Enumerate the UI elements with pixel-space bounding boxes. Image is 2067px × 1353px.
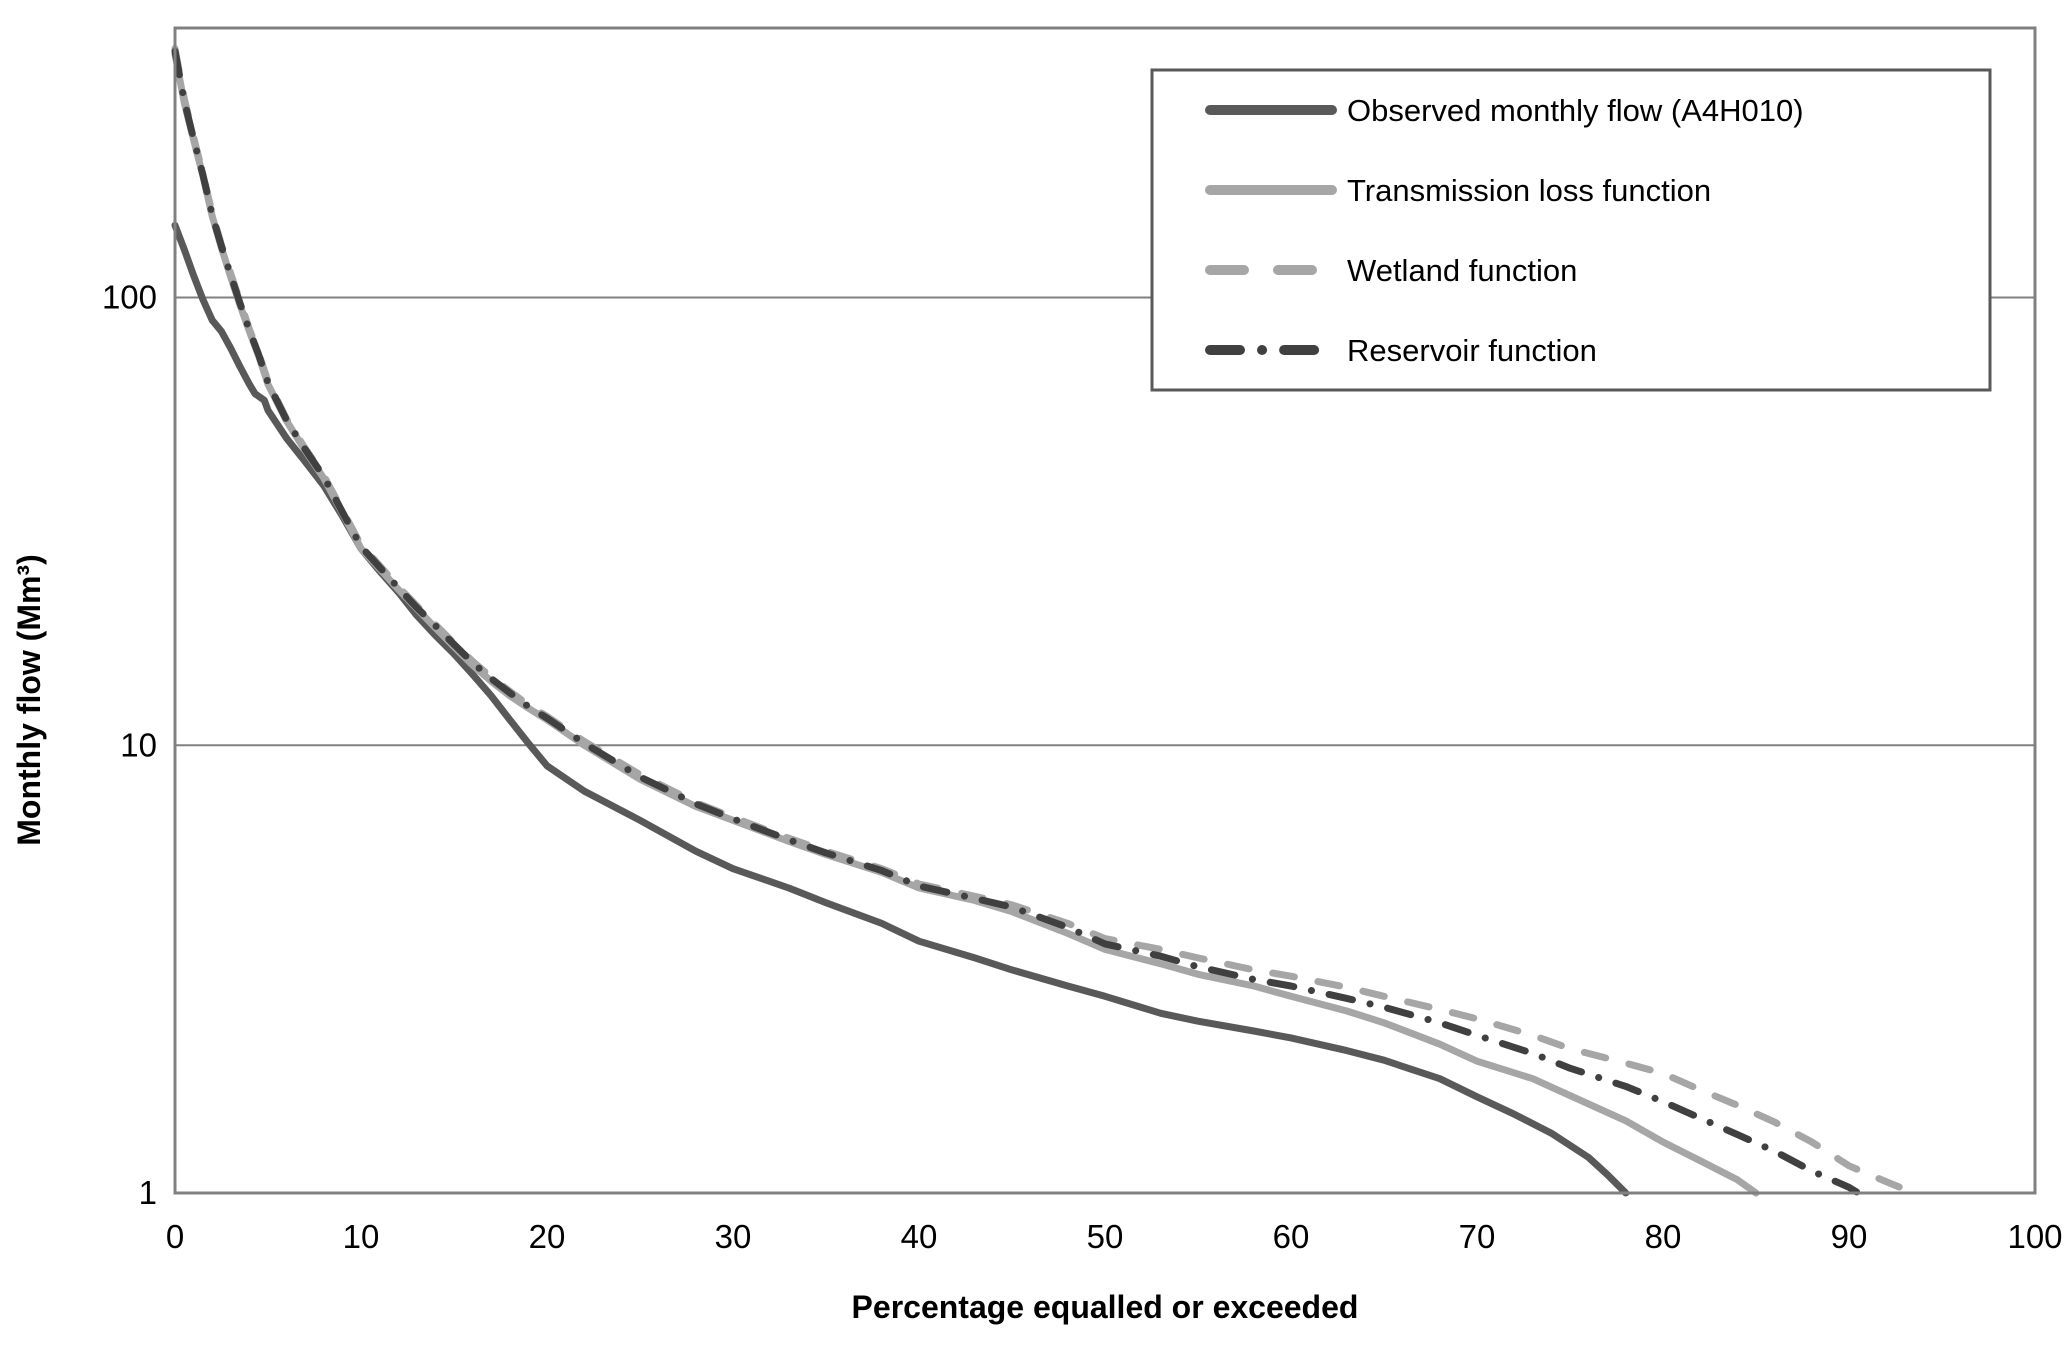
legend-label: Transmission loss function [1347,173,1711,208]
legend-box [1150,68,1992,392]
x-axis-title: Percentage equalled or exceeded [852,1289,1359,1325]
x-tick-label-40: 40 [901,1218,938,1255]
x-tick-label-60: 60 [1273,1218,1310,1255]
x-tick-label-0: 0 [166,1218,184,1255]
x-tick-label-100: 100 [2007,1218,2062,1255]
series-lines [171,45,1918,1197]
series-line-3 [171,47,1862,1197]
legend-entry-3: Reservoir function [1205,333,1597,368]
x-tick-label-20: 20 [529,1218,566,1255]
x-tick-label-50: 50 [1087,1218,1124,1255]
y-tick-label-1: 1 [139,1174,157,1211]
x-tick-label-80: 80 [1645,1218,1682,1255]
x-axis-tick-labels: 0 10 20 30 40 50 60 70 80 90 100 [166,1218,2063,1255]
legend-label: Observed monthly flow (A4H010) [1347,93,1804,128]
y-tick-label-10: 10 [120,726,157,763]
x-tick-label-90: 90 [1831,1218,1868,1255]
legend: Observed monthly flow (A4H010) Transmissi… [1150,68,1992,392]
legend-label: Wetland function [1347,253,1577,288]
y-tick-label-100: 100 [102,279,157,316]
legend-entry-0: Observed monthly flow (A4H010) [1205,93,1804,128]
legend-label: Reservoir function [1347,333,1597,368]
plot-border [173,26,2037,1195]
x-tick-label-30: 30 [715,1218,752,1255]
series-line-0 [171,221,1630,1197]
y-axis-title: Monthly flow (Mm³) [11,554,47,845]
y-axis-tick-labels: 1 10 100 [102,279,157,1211]
x-tick-label-10: 10 [343,1218,380,1255]
legend-entry-1: Transmission loss function [1205,173,1711,208]
legend-entry-2: Wetland function [1205,253,1577,288]
x-tick-label-70: 70 [1459,1218,1496,1255]
